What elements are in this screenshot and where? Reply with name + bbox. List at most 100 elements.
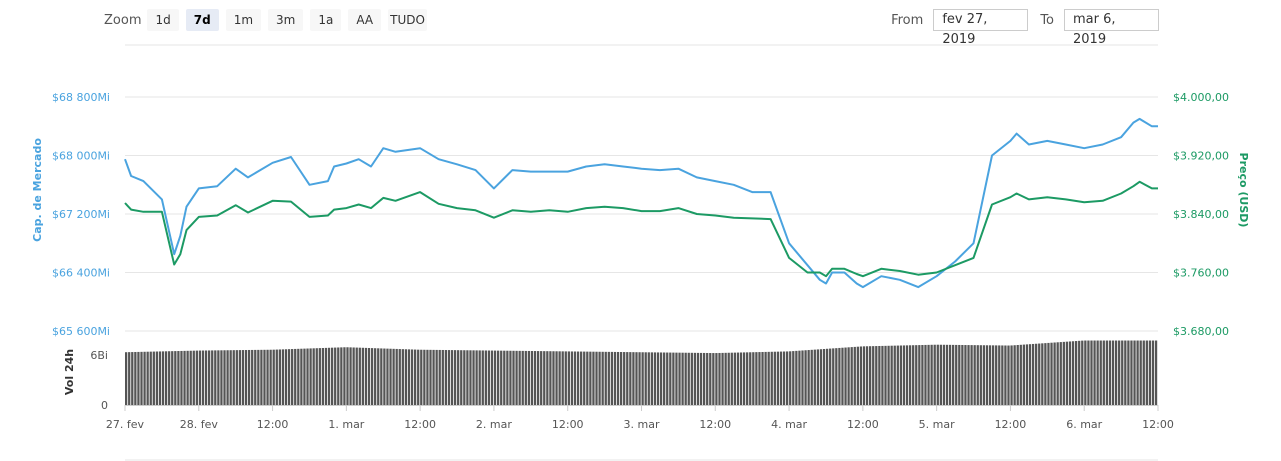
zoom-7d-button[interactable]: 7d	[185, 9, 219, 31]
volume-bar	[905, 345, 909, 405]
from-label: From	[891, 12, 924, 28]
volume-bar	[696, 352, 700, 405]
x-tick-label: 2. mar	[476, 418, 512, 431]
volume-bar	[549, 351, 552, 405]
volume-bar	[835, 348, 838, 405]
tick-labels: $68 800Mi $4.000,00 $68 000Mi $3.920,00 $67 …	[52, 91, 1229, 431]
volume-bar	[254, 349, 257, 405]
volume-bar	[706, 352, 709, 405]
volume-bar	[995, 345, 998, 405]
volume-bar	[607, 351, 610, 405]
volume-bar	[1025, 344, 1029, 405]
volume-bar	[297, 348, 300, 405]
volume-bar	[294, 348, 297, 405]
volume-bar	[890, 345, 893, 405]
volume-bar	[257, 349, 260, 405]
volume-bar	[626, 352, 629, 405]
volume-bar	[367, 347, 371, 405]
volume-tick: 0	[101, 399, 108, 412]
x-tick-label: 6. mar	[1066, 418, 1102, 431]
volume-bar	[407, 349, 411, 405]
volume-bar	[1087, 340, 1090, 405]
volume-bar	[663, 352, 666, 405]
volume-bar	[241, 350, 245, 405]
volume-bar	[749, 352, 752, 405]
from-date-input[interactable]: fev 27, 2019	[933, 9, 1029, 47]
x-tick-label: 12:00	[1142, 418, 1174, 431]
zoom-1d-button[interactable]: 1d	[147, 9, 179, 31]
volume-bar	[269, 349, 272, 405]
volume-bar	[884, 345, 887, 405]
volume-bar	[678, 352, 681, 405]
to-date-input[interactable]: mar 6, 2019	[1064, 9, 1159, 47]
volume-bar	[933, 344, 936, 405]
volume-bar	[970, 345, 973, 405]
volume-bar	[1133, 340, 1136, 405]
volume-bar	[1136, 340, 1139, 405]
volume-bar	[908, 345, 912, 405]
volume-bar	[644, 352, 647, 405]
volume-bar	[128, 352, 131, 405]
volume-bar	[822, 348, 826, 405]
volume-bar	[208, 350, 211, 405]
volume-bar	[1062, 341, 1065, 405]
volume-bar	[702, 352, 706, 405]
volume-bar	[457, 350, 460, 405]
zoom-1m-button[interactable]: 1m	[225, 9, 262, 31]
volume-bar	[918, 345, 921, 405]
volume-bar	[936, 344, 939, 405]
volume-bar	[226, 350, 229, 405]
volume-bar	[721, 352, 724, 405]
volume-bar	[432, 349, 435, 405]
volume-bar	[801, 350, 804, 405]
volume-bar	[1084, 340, 1087, 405]
zoom-3m-button[interactable]: 3m	[268, 9, 304, 31]
volume-bar	[961, 344, 964, 405]
volume-bar	[189, 350, 192, 405]
volume-bar	[1096, 340, 1099, 405]
volume-bar	[395, 348, 398, 405]
volume-bar	[275, 349, 278, 405]
volume-bar	[838, 347, 841, 405]
zoom-tudo-button[interactable]: TUDO	[388, 9, 427, 31]
volume-bar	[1031, 343, 1035, 405]
volume-bar	[232, 350, 235, 405]
volume-bar	[370, 348, 374, 405]
volume-bar	[168, 351, 171, 405]
volume-bar	[183, 350, 186, 405]
volume-bar	[666, 352, 669, 405]
x-tick-label: 12:00	[699, 418, 731, 431]
volume-bar	[672, 352, 675, 405]
volume-bar	[420, 349, 423, 405]
volume-bar	[324, 347, 328, 405]
volume-bar	[653, 352, 657, 405]
volume-bar	[1071, 341, 1075, 405]
volume-bar	[629, 352, 632, 405]
volume-bar	[619, 352, 623, 405]
volume-bar	[469, 350, 472, 405]
volume-bar	[321, 347, 325, 405]
volume-bar	[967, 345, 970, 405]
volume-bar	[278, 349, 281, 405]
volume-bar	[1121, 340, 1124, 405]
volume-bar	[377, 348, 380, 405]
volume-bar	[506, 350, 509, 405]
volume-bar	[580, 351, 583, 405]
volume-bar	[487, 350, 491, 405]
volume-bar	[281, 349, 285, 405]
volume-bar	[251, 349, 254, 405]
volume-bar	[180, 350, 183, 405]
zoom-aa-button[interactable]: AA	[348, 9, 382, 31]
volume-bar	[211, 350, 214, 405]
volume-bar	[610, 351, 614, 405]
volume-bar	[1013, 345, 1016, 405]
volume-bar	[927, 344, 930, 405]
volume-bar	[952, 344, 955, 405]
volume-bar	[1016, 345, 1019, 405]
volume-bar	[361, 347, 365, 405]
zoom-1a-button[interactable]: 1a	[310, 9, 342, 31]
volume-bar	[260, 349, 263, 405]
volume-bar	[656, 352, 660, 405]
volume-bar	[500, 350, 503, 405]
